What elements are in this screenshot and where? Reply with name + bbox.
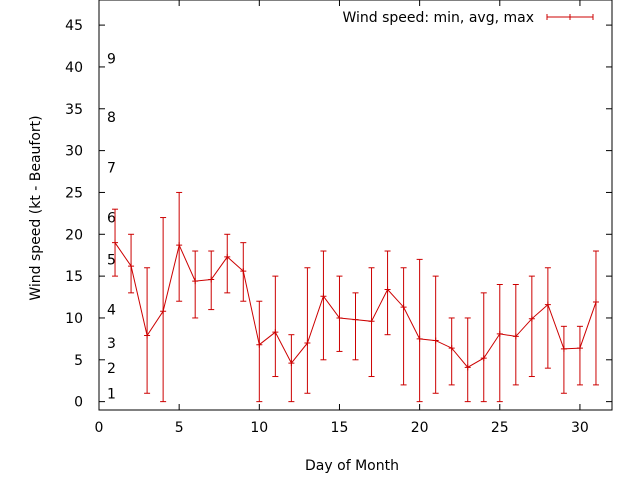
avg-point <box>112 239 119 246</box>
beaufort-label: 6 <box>107 211 116 227</box>
avg-point <box>128 263 135 270</box>
y-tick-label: 45 <box>65 18 83 34</box>
legend-swatch <box>546 14 594 20</box>
x-tick-label: 25 <box>491 420 509 436</box>
y-tick-label: 30 <box>65 144 83 160</box>
series-layer <box>112 191 599 403</box>
beaufort-label: 2 <box>107 361 116 377</box>
avg-point <box>368 318 375 325</box>
beaufort-label: 9 <box>107 52 116 68</box>
avg-point <box>288 360 295 367</box>
beaufort-label: 1 <box>107 386 116 402</box>
avg-point <box>512 333 519 340</box>
legend: Wind speed: min, avg, max <box>342 10 594 26</box>
avg-point <box>560 345 567 352</box>
beaufort-label: 4 <box>107 303 116 319</box>
avg-point <box>592 299 599 306</box>
avg-point <box>272 329 279 336</box>
avg-point <box>256 341 263 348</box>
beaufort-scale-labels: 1 2 3 4 5 6 7 8 9 <box>107 52 116 403</box>
avg-point <box>208 276 215 283</box>
avg-point <box>384 286 391 293</box>
avg-point <box>448 345 455 352</box>
avg-point <box>528 315 535 322</box>
avg-point <box>176 242 183 249</box>
y-tick-label: 0 <box>74 395 83 411</box>
avg-point <box>432 337 439 344</box>
avg-point <box>544 301 551 308</box>
avg-point <box>144 332 151 339</box>
avg-point <box>464 364 471 371</box>
y-tick-label: 20 <box>65 227 83 243</box>
y-tick-label: 25 <box>65 185 83 201</box>
x-tick-label: 0 <box>95 420 104 436</box>
avg-point <box>352 316 359 323</box>
y-tick-label: 15 <box>65 269 83 285</box>
x-axis-label: Day of Month <box>305 458 399 474</box>
avg-point <box>304 340 311 347</box>
avg-point <box>160 308 167 315</box>
y-tick-label: 35 <box>65 102 83 118</box>
beaufort-label: 3 <box>107 336 116 352</box>
avg-point <box>576 345 583 352</box>
x-tick-label: 15 <box>331 420 349 436</box>
x-tick-label: 20 <box>411 420 429 436</box>
y-axis-label: Wind speed (kt - Beaufort) <box>28 115 44 300</box>
avg-point <box>240 268 247 275</box>
avg-point <box>320 293 327 300</box>
avg-point <box>416 335 423 342</box>
x-tick-label: 30 <box>571 420 589 436</box>
avg-point <box>192 278 199 285</box>
avg-point <box>480 355 487 362</box>
y-tick-label: 40 <box>65 60 83 76</box>
avg-point <box>224 253 231 260</box>
avg-point <box>496 330 503 337</box>
avg-point <box>400 304 407 311</box>
x-tick-label: 10 <box>250 420 268 436</box>
avg-point <box>336 314 343 321</box>
beaufort-label: 5 <box>107 252 116 268</box>
plot-frame <box>98 0 613 411</box>
beaufort-label: 7 <box>107 160 116 176</box>
y-tick-label: 5 <box>74 353 83 369</box>
beaufort-label: 8 <box>107 110 116 126</box>
x-tick-label: 5 <box>175 420 184 436</box>
y-tick-label: 10 <box>65 311 83 327</box>
legend-label: Wind speed: min, avg, max <box>342 10 534 26</box>
